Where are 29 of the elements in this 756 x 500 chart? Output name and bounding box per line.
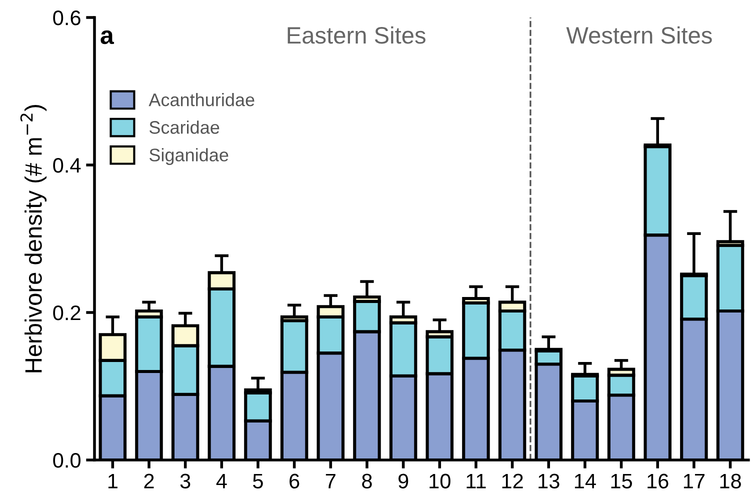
x-tick-label: 12 bbox=[502, 474, 523, 488]
x-tick-label: 3 bbox=[180, 474, 190, 488]
x-tick-label: 18 bbox=[720, 474, 741, 488]
legend-label: Siganidae bbox=[149, 148, 228, 165]
annotation: Eastern Sites bbox=[288, 26, 426, 44]
x-tick-label: 2 bbox=[144, 474, 154, 488]
x-tick-label: 15 bbox=[611, 474, 632, 488]
x-tick-label: 1 bbox=[108, 474, 118, 488]
x-tick-label: 6 bbox=[290, 474, 300, 488]
annotation: Western Sites bbox=[566, 26, 712, 44]
x-tick-label: 4 bbox=[216, 474, 227, 488]
legend-label: Scaridae bbox=[149, 120, 220, 134]
y-tick-label: 0.2 bbox=[53, 306, 80, 320]
y-tick-label: 0.0 bbox=[53, 453, 80, 468]
x-tick-label: 9 bbox=[398, 474, 408, 488]
legend-label: Acanthuridae bbox=[148, 92, 254, 106]
y-tick-label: 0.4 bbox=[53, 158, 81, 173]
x-tick-label: 8 bbox=[362, 474, 372, 488]
annotation: a bbox=[100, 30, 114, 44]
x-tick-label: 17 bbox=[684, 474, 704, 488]
x-tick-label: 7 bbox=[326, 474, 336, 488]
x-tick-label: 11 bbox=[466, 474, 486, 488]
y-tick-label: 0.6 bbox=[53, 10, 80, 26]
x-tick-label: 10 bbox=[430, 474, 450, 488]
x-tick-label: 14 bbox=[574, 474, 596, 488]
x-tick-label: 13 bbox=[538, 474, 560, 488]
x-tick-label: 5 bbox=[253, 474, 263, 488]
x-tick-label: 16 bbox=[648, 474, 668, 488]
y-axis-title: Herbivore density (# m$^{−2}$) bbox=[20, 105, 47, 372]
